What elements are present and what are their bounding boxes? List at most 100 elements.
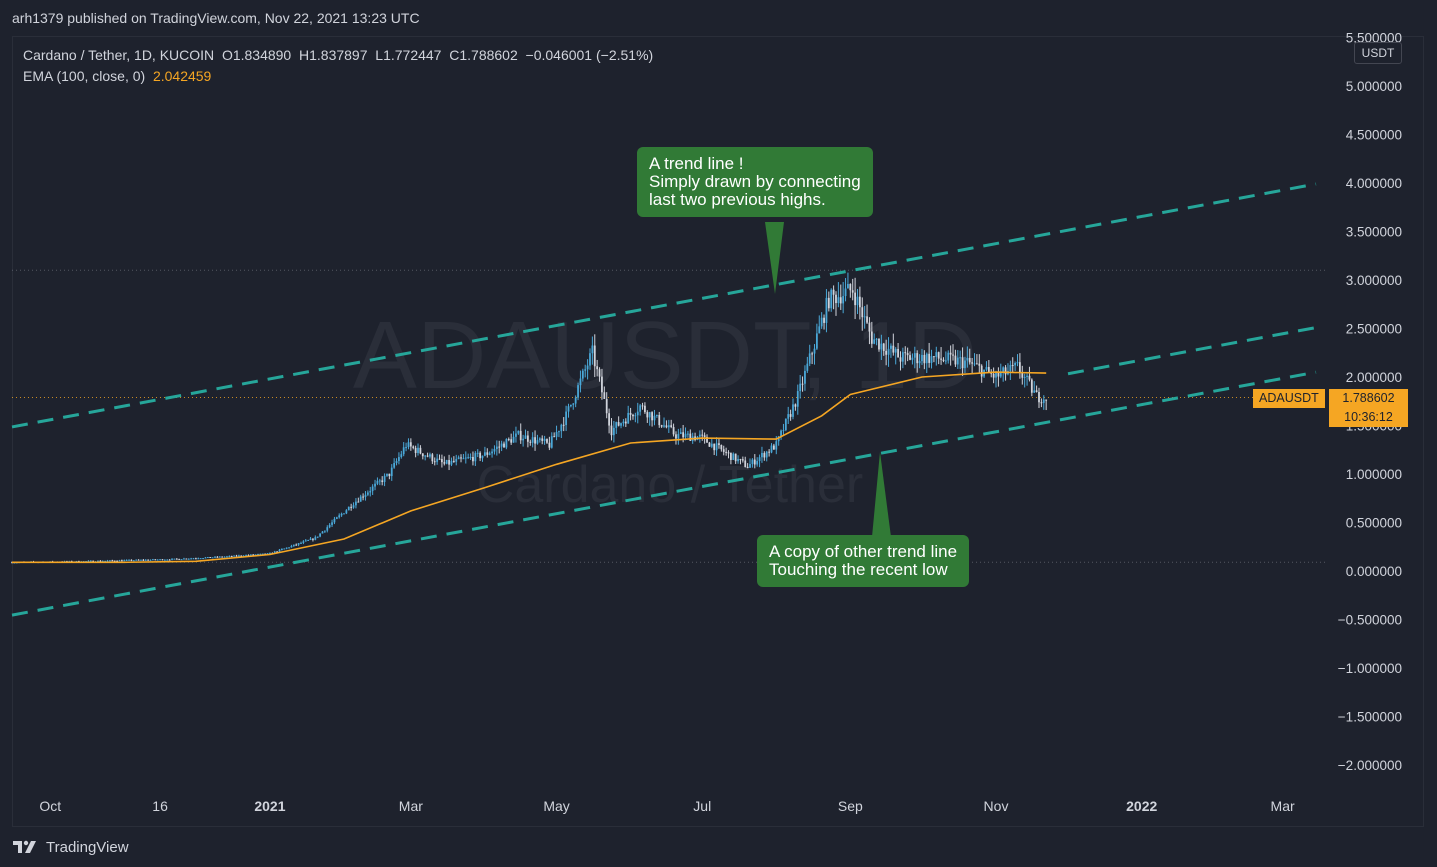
candle-body — [300, 542, 302, 544]
candle-body — [292, 544, 295, 546]
candle-body — [739, 459, 742, 461]
candle-body — [792, 404, 794, 417]
candle-body — [832, 289, 835, 295]
candle-body — [897, 348, 899, 358]
candle-body — [328, 524, 331, 528]
candle-body — [113, 560, 116, 562]
candle-body — [259, 553, 262, 555]
footer-brand: TradingView — [46, 838, 129, 856]
candle-body — [161, 559, 164, 561]
candle-body — [278, 549, 281, 552]
candle-body — [137, 559, 140, 561]
chart-panel[interactable] — [12, 36, 1424, 827]
candle-body — [383, 475, 386, 482]
ema-label: EMA (100, close, 0) — [23, 68, 146, 84]
callout-bottom[interactable]: A copy of other trend line Touching the … — [757, 535, 970, 587]
candle-body — [431, 454, 434, 462]
x-tick-label: 2022 — [1126, 798, 1157, 814]
candle-body — [366, 492, 369, 495]
candle-body — [106, 560, 109, 562]
x-tick-label: Jul — [693, 798, 711, 814]
candle-body — [856, 296, 859, 306]
candle-body — [237, 555, 240, 557]
candle-body — [519, 430, 522, 441]
chart-legend: Cardano / Tether, 1D, KUCOIN O1.834890 H… — [23, 45, 653, 87]
candle-body — [732, 453, 735, 460]
candle-body — [866, 316, 868, 323]
candle-body — [827, 297, 830, 309]
candle-body — [715, 443, 718, 451]
candle-body — [885, 350, 888, 355]
candle-body — [1016, 362, 1019, 364]
candle-body — [808, 353, 811, 364]
candle-body — [701, 434, 704, 436]
candle-body — [323, 530, 326, 532]
candle-body — [708, 442, 711, 447]
candle-body — [472, 456, 474, 462]
candle-body — [288, 547, 290, 549]
candle-body — [199, 558, 202, 560]
candle-body — [818, 326, 821, 334]
candle-body — [388, 473, 391, 477]
candle-body — [949, 352, 952, 355]
candle-body — [782, 430, 785, 432]
candle-body — [400, 454, 403, 458]
candle-body — [414, 447, 417, 453]
candle-body — [448, 460, 450, 465]
callout-top[interactable]: A trend line ! Simply drawn by connectin… — [637, 147, 873, 217]
candle-body — [787, 414, 790, 419]
candle-body — [89, 560, 92, 562]
axis-unit-button[interactable]: USDT — [1354, 42, 1402, 64]
candle-body — [684, 433, 687, 438]
candle-body — [1028, 375, 1031, 380]
candle-body — [964, 360, 966, 369]
candle-body — [450, 460, 453, 465]
candle-body — [512, 436, 515, 443]
x-tick-label: 16 — [152, 798, 168, 814]
symbol-price-tag: ADAUSDT — [1253, 389, 1325, 408]
candle-body — [718, 443, 720, 445]
candle-body — [734, 453, 737, 462]
candle-body — [355, 501, 357, 506]
candle-body — [610, 425, 613, 436]
last-price-value: 1.788602 — [1342, 391, 1395, 405]
candle-body — [890, 345, 892, 349]
candle-body — [221, 556, 224, 558]
candle-body — [796, 391, 799, 407]
candle-body — [526, 435, 529, 442]
candle-body — [125, 559, 128, 561]
candle-body — [1014, 363, 1017, 366]
candle-body — [966, 357, 969, 361]
candle-body — [522, 438, 525, 441]
candle-body — [214, 556, 216, 558]
y-tick-label: −1.000000 — [1338, 661, 1402, 676]
candle-body — [1045, 399, 1048, 401]
candle-body — [961, 357, 964, 369]
candle-body — [854, 292, 856, 306]
candle-body — [944, 360, 947, 362]
candle-body — [546, 439, 548, 443]
candle-body — [402, 447, 405, 455]
candle-body — [811, 353, 814, 355]
candle-body — [627, 412, 630, 424]
candle-body — [166, 559, 169, 561]
candle-body — [498, 446, 501, 448]
candle-body — [837, 297, 840, 304]
last-price-tag: 1.788602 10:36:12 — [1329, 389, 1408, 427]
candle-body — [390, 467, 393, 477]
candle-body — [1038, 391, 1040, 403]
candle-body — [192, 558, 195, 560]
candle-body — [128, 559, 130, 561]
candle-body — [326, 527, 329, 531]
candle-body — [347, 506, 350, 511]
candle-body — [813, 348, 816, 354]
candle-body — [744, 460, 747, 467]
tradingview-logo[interactable]: TradingView — [12, 836, 129, 858]
candle-body — [720, 444, 723, 450]
candle-body — [398, 457, 400, 462]
watermark-symbol: ADAUSDT, 1D — [353, 302, 977, 409]
candle-body — [132, 560, 135, 562]
candle-body — [670, 425, 673, 428]
candle-body — [830, 289, 833, 309]
